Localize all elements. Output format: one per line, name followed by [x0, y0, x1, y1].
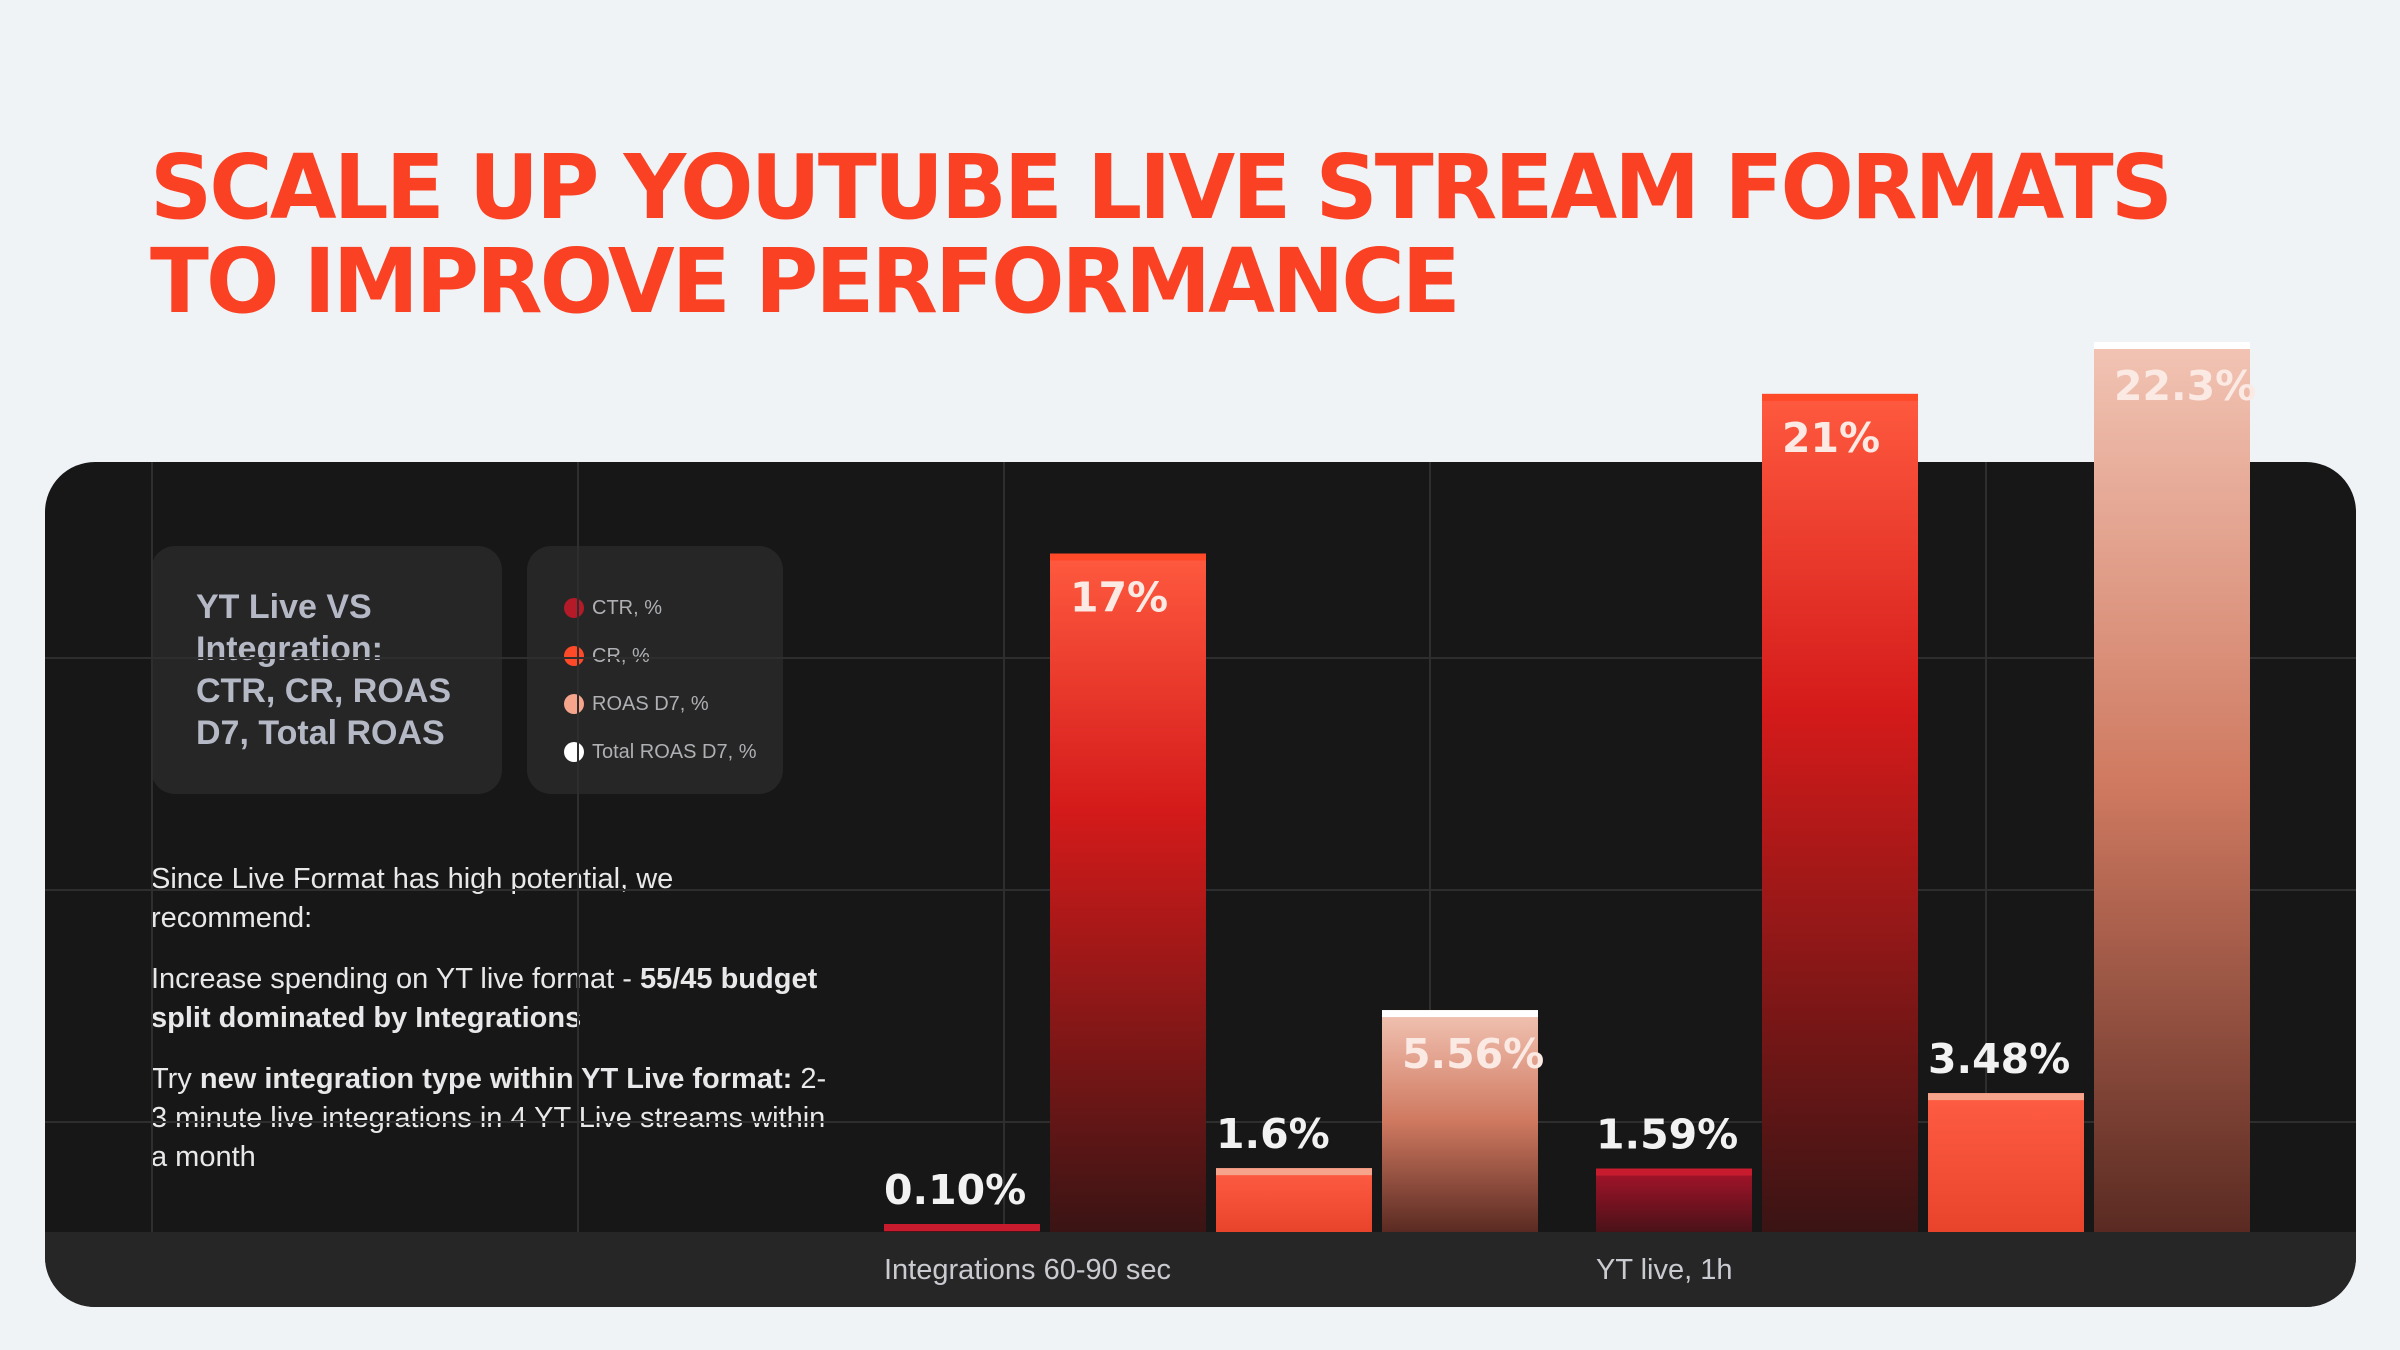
- legend-title-card: YT Live VS Integration: CTR, CR, ROAS D7…: [151, 546, 502, 794]
- data-label-total-roas-d7-yt-live: 22.3%: [2114, 362, 2256, 410]
- bar-cap-total-roas-d7-yt-live: [2094, 342, 2250, 349]
- category-label-yt-live: YT live, 1h: [1596, 1254, 1733, 1286]
- data-label-cr-yt-live: 21%: [1782, 414, 1880, 462]
- legend-label-roas-d7: ROAS D7, %: [592, 692, 709, 715]
- legend-label-ctr: CTR, %: [592, 596, 662, 619]
- note-budget-bold: 55/45 budget split dominated by Integrat…: [151, 963, 818, 1034]
- note-integration-lead: Try: [151, 1063, 200, 1095]
- bar-cap-roas-d7-yt-live: [1928, 1093, 2084, 1101]
- data-label-total-roas-d7-integrations: 5.56%: [1402, 1030, 1544, 1078]
- legend-card: CTR, % CR, % ROAS D7, % Total ROAS D7, %: [527, 546, 783, 794]
- note-budget-lead: Increase spending on YT live format -: [151, 963, 640, 995]
- bar-cap-ctr-integrations: [884, 1224, 1040, 1231]
- data-label-ctr-yt-live: 1.59%: [1596, 1111, 1738, 1159]
- legend-label-cr: CR, %: [592, 644, 650, 667]
- bar-cap-cr-integrations: [1050, 553, 1206, 561]
- data-label-roas-d7-yt-live: 3.48%: [1928, 1035, 2070, 1083]
- bar-total-roas-d7-yt-live: [2094, 342, 2250, 1232]
- legend-label-total-roas-d7: Total ROAS D7, %: [592, 740, 757, 763]
- bar-total-roas-d7-integrations: [1382, 1010, 1538, 1232]
- bar-cap-roas-d7-integrations: [1216, 1168, 1372, 1176]
- page-title: SCALE UP YOUTUBE LIVE STREAM FORMATS TO …: [150, 135, 2173, 333]
- bar-cr-yt-live: [1762, 393, 1918, 1232]
- category-label-integrations: Integrations 60-90 sec: [884, 1254, 1171, 1286]
- bar-cr-integrations: [1050, 553, 1206, 1232]
- data-label-ctr-integrations: 0.10%: [884, 1166, 1026, 1214]
- data-label-roas-d7-integrations: 1.6%: [1216, 1110, 1330, 1158]
- note-integration: Try new integration type within YT Live …: [151, 1060, 831, 1177]
- category-axis-band: [45, 1232, 2356, 1307]
- note-budget: Increase spending on YT live format - 55…: [151, 960, 831, 1038]
- bar-roas-d7-integrations: [1216, 1168, 1372, 1232]
- bar-cap-cr-yt-live: [1762, 393, 1918, 401]
- data-label-cr-integrations: 17%: [1070, 574, 1168, 622]
- note-integration-bold: new integration type within YT Live form…: [199, 1063, 793, 1095]
- page-title-line-1: SCALE UP YOUTUBE LIVE STREAM FORMATS: [150, 135, 2173, 239]
- note-integration-tail: 2-3 minute live integrations in 4 YT Liv…: [151, 1063, 827, 1173]
- bar-roas-d7-yt-live: [1928, 1093, 2084, 1232]
- bar-cap-total-roas-d7-integrations: [1382, 1010, 1538, 1018]
- page-title-line-2: TO IMPROVE PERFORMANCE: [150, 229, 1461, 333]
- bar-cap-ctr-yt-live: [1596, 1168, 1752, 1176]
- bar-ctr-yt-live: [1596, 1168, 1752, 1232]
- legend-title: YT Live VS Integration: CTR, CR, ROAS D7…: [196, 588, 451, 752]
